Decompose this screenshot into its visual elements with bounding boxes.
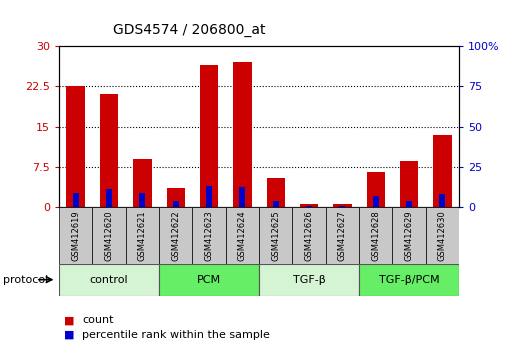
Bar — [133, 159, 151, 207]
Bar — [59, 264, 159, 296]
Bar — [259, 207, 292, 264]
Bar — [292, 207, 326, 264]
Text: PCM: PCM — [197, 275, 221, 285]
Text: control: control — [90, 275, 128, 285]
Bar — [59, 207, 92, 264]
Bar — [140, 193, 145, 207]
Bar — [106, 189, 112, 207]
Bar — [226, 207, 259, 264]
Text: count: count — [82, 315, 113, 325]
Bar — [259, 264, 359, 296]
Text: GSM412628: GSM412628 — [371, 210, 380, 261]
Bar — [300, 204, 318, 207]
Text: GSM412629: GSM412629 — [405, 210, 413, 261]
Bar — [100, 95, 118, 207]
Bar — [433, 135, 451, 207]
Bar — [92, 207, 126, 264]
Text: percentile rank within the sample: percentile rank within the sample — [82, 330, 270, 339]
Text: GSM412621: GSM412621 — [138, 210, 147, 261]
Bar — [333, 204, 351, 207]
Text: GSM412627: GSM412627 — [338, 210, 347, 261]
Bar — [206, 186, 212, 207]
Text: GSM412619: GSM412619 — [71, 210, 80, 261]
Text: ■: ■ — [64, 315, 74, 325]
Bar — [233, 62, 251, 207]
Bar — [326, 207, 359, 264]
Text: TGF-β/PCM: TGF-β/PCM — [379, 275, 440, 285]
Text: GSM412626: GSM412626 — [305, 210, 313, 261]
Bar — [406, 201, 412, 207]
Text: GSM412622: GSM412622 — [171, 210, 180, 261]
Text: GSM412624: GSM412624 — [238, 210, 247, 261]
Bar — [159, 207, 192, 264]
Bar — [400, 161, 418, 207]
Bar — [359, 207, 392, 264]
Bar — [367, 172, 385, 207]
Bar — [440, 194, 445, 207]
Bar — [167, 188, 185, 207]
Bar — [373, 196, 379, 207]
Text: GSM412625: GSM412625 — [271, 210, 280, 261]
Bar — [267, 178, 285, 207]
Bar — [173, 201, 179, 207]
Text: ■: ■ — [64, 330, 74, 339]
Bar — [192, 207, 226, 264]
Text: GSM412620: GSM412620 — [105, 210, 113, 261]
Bar — [273, 201, 279, 207]
Text: GSM412630: GSM412630 — [438, 210, 447, 261]
Text: GSM412623: GSM412623 — [205, 210, 213, 261]
Bar — [159, 264, 259, 296]
Bar — [426, 207, 459, 264]
Bar — [200, 65, 218, 207]
Bar — [359, 264, 459, 296]
Bar — [73, 193, 78, 207]
Bar — [67, 86, 85, 207]
Bar — [340, 206, 345, 207]
Bar — [392, 207, 426, 264]
Bar — [306, 206, 312, 207]
Text: protocol: protocol — [3, 275, 48, 285]
Bar — [126, 207, 159, 264]
Bar — [240, 187, 245, 207]
Text: GDS4574 / 206800_at: GDS4574 / 206800_at — [113, 23, 265, 37]
Text: TGF-β: TGF-β — [293, 275, 325, 285]
